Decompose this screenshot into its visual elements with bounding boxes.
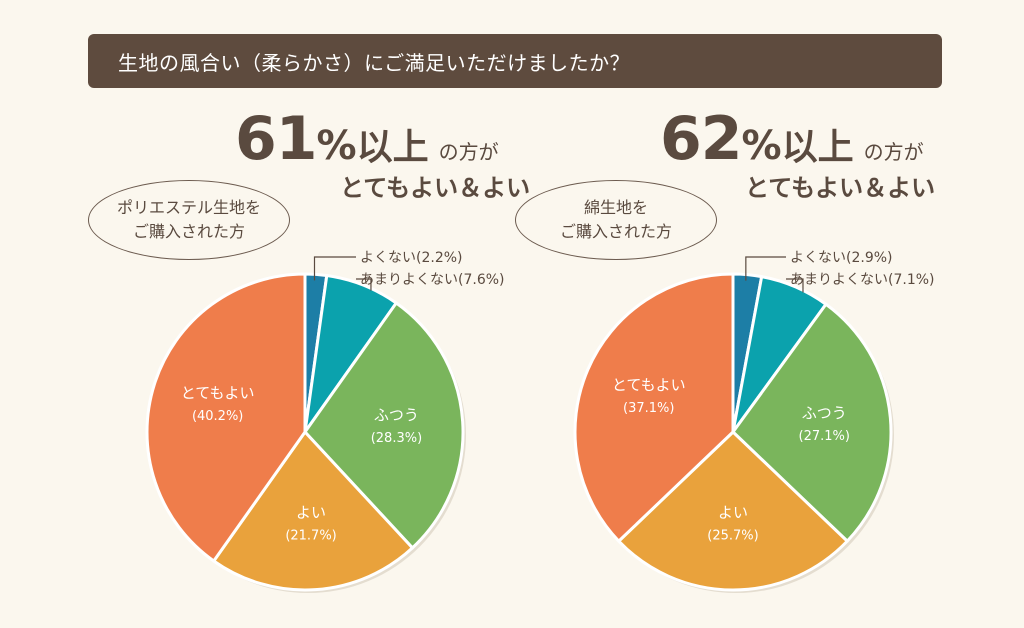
callout-line <box>313 256 356 281</box>
pie-slice-2 <box>731 302 893 543</box>
pie-slice-4 <box>145 272 307 563</box>
question-banner: 生地の風合い（柔らかさ）にご満足いただけましたか？ <box>88 34 942 88</box>
segment-bubble: 綿生地を ご購入された方 <box>515 180 717 260</box>
headline-percent: % <box>316 123 357 169</box>
callout-line <box>786 278 804 293</box>
headline-ijo: 以上 <box>781 127 854 168</box>
headline: 62% 以上 の方が <box>660 104 924 174</box>
slice-value-label: (40.2%) <box>192 409 243 424</box>
headline-note: の方が <box>438 140 499 164</box>
callout-label: よくない(2.2%) <box>360 250 463 266</box>
headline-number: 61 <box>235 104 317 174</box>
headline-number: 62 <box>660 104 742 174</box>
pie-slice-3 <box>212 430 414 592</box>
subheadline: とてもよい＆よい <box>745 174 936 202</box>
slice-label: ふつう <box>374 406 419 424</box>
slice-value-label: (28.3%) <box>371 431 422 446</box>
callout-label: あまりよくない(7.6%) <box>360 272 505 288</box>
bubble-line-2: ご購入された方 <box>132 222 245 241</box>
bubble-line-1: 綿生地を <box>583 198 648 217</box>
pie-chart-polyester: よくない(2.2%) あまりよくない(7.6%) ふつう (28.3%) よい (21.7… <box>145 250 505 593</box>
bubble-line-2: ご購入された方 <box>559 222 672 241</box>
slice-value-label: (27.1%) <box>799 429 850 444</box>
headline-ijo: 以上 <box>356 127 429 168</box>
pie-slice-2 <box>303 301 465 550</box>
pie-chart-cotton: よくない(2.9%) あまりよくない(7.1%) ふつう (27.1%) よい (25.7… <box>573 250 935 593</box>
slice-label: よい <box>296 503 326 521</box>
slice-value-label: (21.7%) <box>285 528 336 543</box>
headline-note: の方が <box>863 140 924 164</box>
callout-line <box>745 256 786 281</box>
callout-label: あまりよくない(7.1%) <box>790 272 935 288</box>
subheadline: とてもよい＆よい <box>340 174 531 202</box>
slice-value-label: (25.7%) <box>707 529 758 544</box>
pie-slice-3 <box>617 430 849 592</box>
callout-label: よくない(2.9%) <box>790 250 893 266</box>
slice-label: よい <box>718 504 748 522</box>
panel-cotton: 62% 以上 の方が とてもよい＆よい 綿生地を ご購入された方 よくない(2.9%… <box>470 0 950 628</box>
callout-line <box>356 278 372 291</box>
headline: 61% 以上 の方が <box>235 104 499 174</box>
slice-value-label: (37.1%) <box>623 401 674 416</box>
slice-label: とてもよい <box>181 384 255 402</box>
question-text: 生地の風合い（柔らかさ）にご満足いただけましたか？ <box>118 50 631 75</box>
segment-bubble: ポリエステル生地を ご購入された方 <box>88 180 290 260</box>
panel-polyester: 61% 以上 の方が とてもよい＆よい ポリエステル生地を ご購入された方 よくない… <box>40 0 530 628</box>
headline-percent: % <box>741 123 782 169</box>
slice-label: とてもよい <box>612 376 686 394</box>
slice-label: ふつう <box>802 404 847 422</box>
bubble-line-1: ポリエステル生地を <box>116 198 261 217</box>
pie-slice-4 <box>573 272 735 543</box>
